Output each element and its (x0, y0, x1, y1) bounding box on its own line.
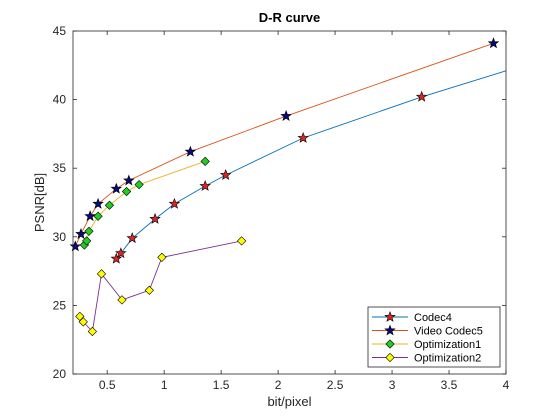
legend-label: Optimization2 (414, 353, 481, 365)
x-tick-label: 3.5 (441, 378, 458, 392)
legend-label: Optimization1 (414, 339, 481, 351)
data-point (134, 180, 144, 190)
data-point (126, 232, 139, 244)
y-tick-label: 35 (53, 161, 67, 175)
y-axis-label: PSNR[dB] (32, 173, 47, 232)
y-tick-label: 25 (53, 298, 67, 312)
x-tick-label: 2.5 (327, 378, 344, 392)
data-point (121, 186, 132, 197)
data-point (168, 197, 181, 209)
x-tick-label: 3 (389, 378, 396, 392)
x-tick-label: 1.5 (213, 378, 230, 392)
y-tick-label: 40 (53, 93, 67, 107)
data-point (84, 210, 96, 222)
data-point (117, 295, 127, 305)
data-point (144, 285, 154, 295)
data-point (123, 174, 135, 186)
x-axis-label: bit/pixel (267, 394, 311, 409)
data-point (219, 169, 232, 180)
y-tick-label: 20 (53, 367, 67, 381)
series-2 (79, 156, 210, 250)
data-point (93, 211, 103, 221)
axes-box (72, 30, 507, 375)
data-point (200, 156, 210, 166)
data-point (487, 37, 500, 49)
data-point (280, 110, 292, 121)
data-point (415, 90, 428, 102)
data-point (75, 228, 87, 239)
y-tick-label: 45 (53, 24, 67, 38)
series-line (115, 70, 507, 260)
data-point (184, 145, 197, 157)
legend-label: Codec4 (414, 312, 452, 324)
data-point (110, 252, 123, 264)
legend-marker (385, 339, 395, 349)
data-point (149, 212, 161, 224)
data-point (199, 179, 211, 191)
data-point (92, 197, 104, 209)
legend-marker (384, 310, 396, 322)
data-point (115, 247, 127, 259)
legend-marker (385, 352, 395, 363)
x-tick-label: 4 (503, 378, 510, 392)
data-point (104, 200, 115, 210)
y-tick-label: 30 (53, 230, 67, 244)
data-point (78, 317, 88, 327)
legend-marker (384, 324, 396, 336)
tick-layer: 0.5 1 1.5 2 2.5 3 3.5 4 20 25 30 35 40 45 (53, 24, 510, 392)
data-point (96, 269, 107, 279)
series-0 (110, 70, 507, 264)
data-point (110, 182, 123, 194)
x-tick-label: 0.5 (99, 378, 116, 392)
data-point (297, 131, 309, 143)
x-tick-label: 2 (275, 378, 282, 392)
x-tick-label: 1 (161, 378, 168, 392)
series-1 (69, 37, 500, 252)
data-point (87, 326, 97, 337)
series-layer (69, 37, 507, 337)
data-point (82, 236, 92, 246)
series-3 (75, 236, 247, 337)
data-point (157, 252, 167, 263)
chart-title: D-R curve (259, 10, 320, 25)
legend-label: Video Codec5 (414, 326, 483, 338)
data-point (75, 311, 85, 322)
data-point (69, 240, 82, 252)
data-point (84, 226, 94, 236)
data-point (237, 236, 247, 246)
